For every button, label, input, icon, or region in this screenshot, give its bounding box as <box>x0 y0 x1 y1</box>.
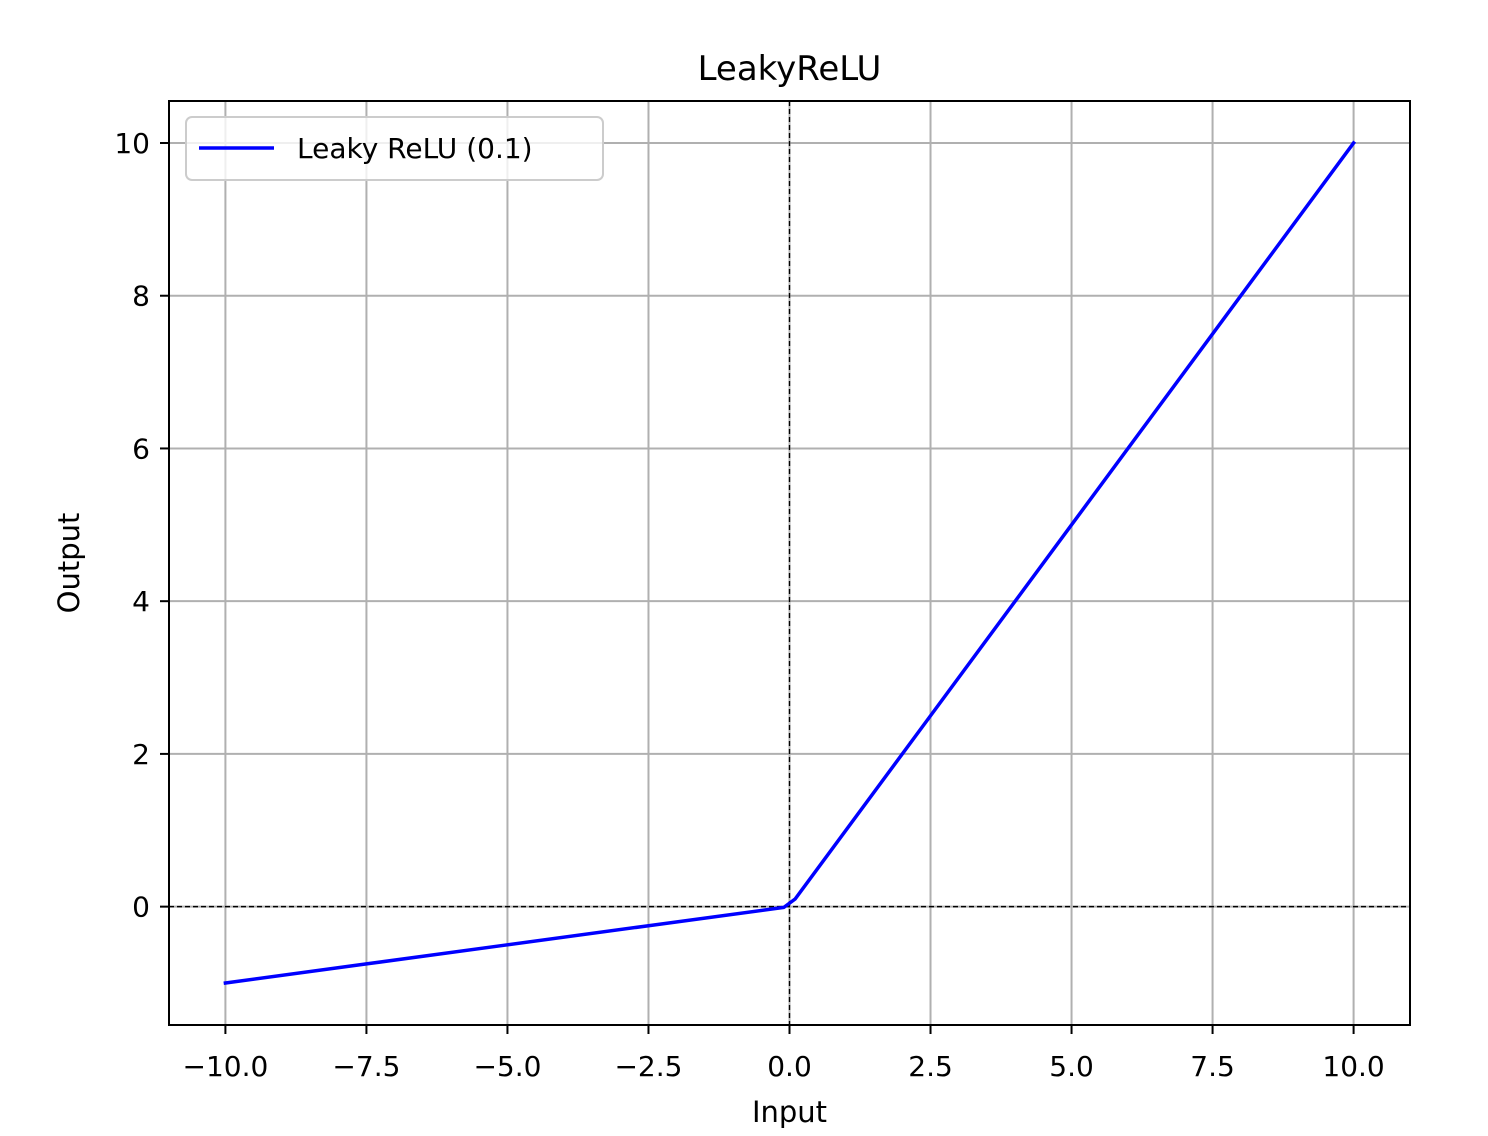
y-tick-label-4: 8 <box>132 280 150 313</box>
series-layer <box>223 140 1357 985</box>
series-line-0 <box>223 140 1357 985</box>
y-tick-label-5: 10 <box>114 127 150 160</box>
x-tick-label-7: 7.5 <box>1190 1050 1235 1083</box>
y-tick-label-0: 0 <box>132 891 150 924</box>
y-tick-label-3: 6 <box>132 432 150 465</box>
legend-box <box>185 116 604 181</box>
x-tick-label-5: 2.5 <box>908 1050 953 1083</box>
reference-lines <box>169 101 1410 1025</box>
x-tick-label-6: 5.0 <box>1049 1050 1094 1083</box>
y-tick-label-2: 4 <box>132 585 150 618</box>
x-tick-label-3: −2.5 <box>614 1050 682 1083</box>
y-tick-label-1: 2 <box>132 738 150 771</box>
x-tick-label-1: −7.5 <box>332 1050 400 1083</box>
x-axis-ticks: −10.0 −7.5 −5.0 −2.5 0.0 2.5 5.0 7.5 10.0 <box>183 1025 1385 1083</box>
chart-title: LeakyReLU <box>698 49 882 89</box>
legend-label: Leaky ReLU (0.1) <box>297 132 533 165</box>
y-axis-ticks: 0 2 4 6 8 10 <box>114 127 169 924</box>
legend: Leaky ReLU (0.1) <box>185 116 604 181</box>
x-tick-label-2: −5.0 <box>473 1050 541 1083</box>
y-axis-label: Output <box>52 513 86 614</box>
x-tick-label-4: 0.0 <box>767 1050 812 1083</box>
x-axis-label: Input <box>752 1095 827 1129</box>
x-tick-label-0: −10.0 <box>183 1050 269 1083</box>
x-tick-label-8: 10.0 <box>1322 1050 1384 1083</box>
